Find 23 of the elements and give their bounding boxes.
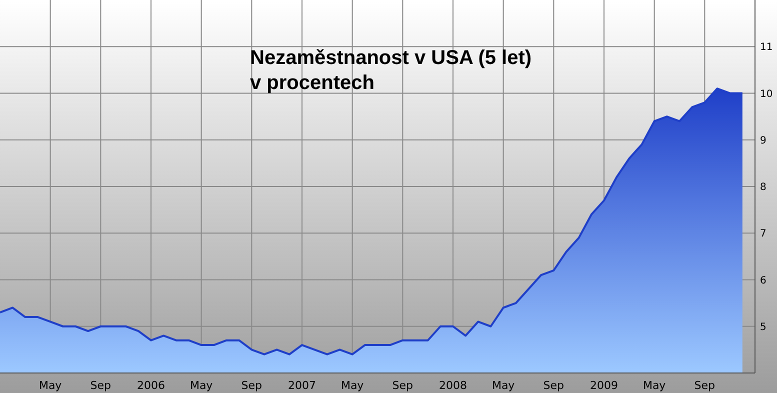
y-tick-label: 9: [760, 135, 766, 146]
x-tick-label: Sep: [694, 378, 716, 392]
x-tick-label: Sep: [90, 378, 112, 392]
x-tick-label: 2007: [288, 378, 316, 392]
y-tick-label: 6: [760, 275, 766, 286]
y-tick-label: 11: [760, 42, 773, 54]
text: Nezaměstnanost v USA (5 let): [250, 46, 532, 71]
text: v procentech: [250, 71, 376, 96]
x-tick-label: May: [340, 378, 364, 392]
x-tick-label: May: [642, 378, 666, 392]
y-tick-label: 7: [760, 228, 766, 240]
y-tick-label: 5: [760, 322, 766, 333]
x-tick-label: 2009: [590, 378, 618, 392]
x-tick-label: 2006: [137, 378, 165, 392]
x-tick-label: May: [38, 378, 62, 392]
y-tick-label: 10: [760, 88, 773, 100]
x-tick-label: Sep: [543, 378, 564, 392]
x-tick-label: Sep: [241, 378, 262, 392]
x-tick-label: Sep: [392, 378, 414, 392]
x-tick-label: May: [190, 378, 214, 392]
x-tick-label: May: [492, 378, 516, 392]
y-tick-label: 8: [760, 182, 766, 194]
x-tick-label: 2008: [439, 378, 467, 392]
